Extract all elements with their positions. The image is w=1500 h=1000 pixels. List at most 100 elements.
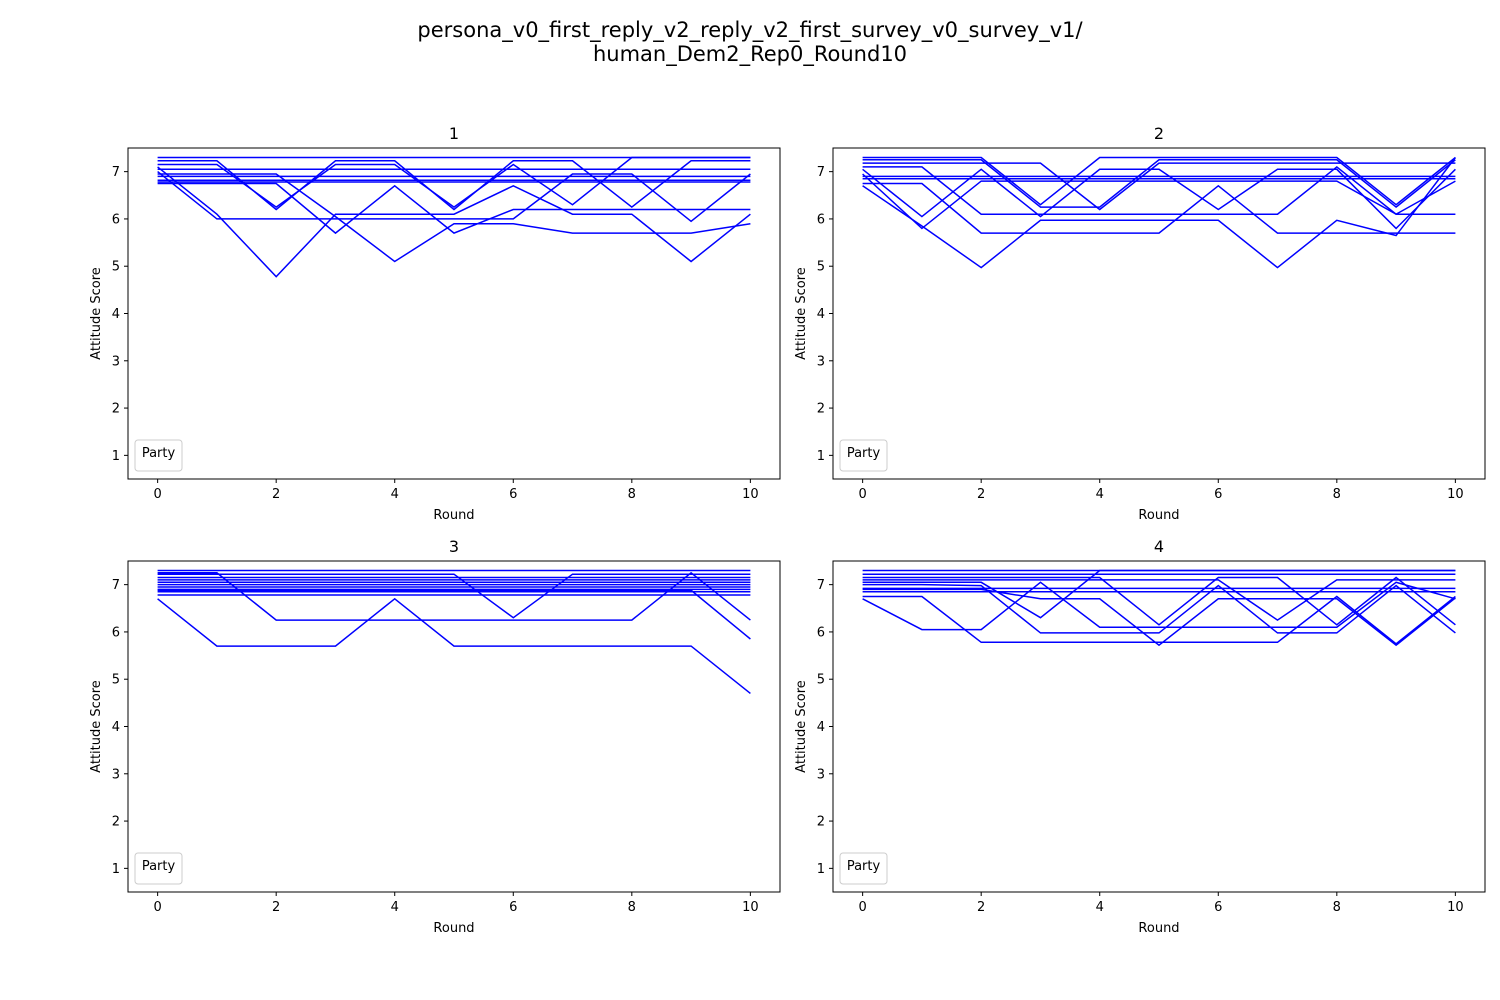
series-line — [157, 597, 751, 694]
x-tick-label: 0 — [858, 900, 866, 915]
subplot-title: 3 — [449, 537, 459, 556]
series-line — [862, 159, 1456, 209]
y-tick-label: 2 — [817, 402, 825, 417]
series-line — [862, 569, 1456, 619]
y-tick-label: 4 — [112, 720, 120, 735]
x-tick-label: 10 — [1447, 487, 1464, 502]
figure-title-line-1: persona_v0_first_reply_v2_reply_v2_first… — [417, 18, 1083, 42]
series-line — [862, 165, 1456, 215]
x-tick-label: 4 — [391, 900, 399, 915]
x-tick-label: 10 — [1447, 900, 1464, 915]
y-axis-label: Attitude Score — [89, 267, 104, 360]
y-tick-label: 2 — [817, 815, 825, 830]
series-line — [862, 581, 1456, 631]
x-tick-label: 10 — [742, 900, 759, 915]
y-tick-label: 7 — [112, 165, 120, 180]
x-tick-label: 6 — [509, 900, 517, 915]
series-line — [862, 583, 1456, 634]
legend-box — [839, 439, 888, 472]
x-tick-label: 8 — [1333, 900, 1341, 915]
x-tick-label: 4 — [391, 487, 399, 502]
y-tick-label: 4 — [112, 307, 120, 322]
series-line — [862, 579, 1456, 622]
y-tick-label: 6 — [112, 625, 120, 640]
x-tick-label: 0 — [153, 900, 161, 915]
axes-frame — [832, 560, 1486, 893]
legend-title: Party — [142, 859, 176, 874]
x-tick-label: 8 — [1333, 487, 1341, 502]
x-tick-label: 6 — [1214, 900, 1222, 915]
series-line — [862, 182, 1456, 234]
series-line — [157, 173, 751, 263]
y-tick-label: 3 — [112, 354, 120, 369]
subplot-title: 4 — [1154, 537, 1164, 556]
x-axis-label: Round — [1138, 508, 1179, 523]
y-tick-label: 3 — [817, 767, 825, 782]
x-tick-label: 2 — [977, 900, 985, 915]
legend-title: Party — [142, 446, 176, 461]
y-tick-label: 5 — [112, 673, 120, 688]
series-line — [862, 162, 1456, 211]
x-tick-label: 2 — [977, 487, 985, 502]
y-tick-label: 2 — [112, 402, 120, 417]
y-tick-label: 3 — [112, 767, 120, 782]
x-axis-label: Round — [1138, 921, 1179, 936]
y-axis-label: Attitude Score — [794, 267, 809, 360]
y-tick-label: 7 — [817, 165, 825, 180]
y-tick-label: 6 — [817, 625, 825, 640]
series-line — [862, 156, 1456, 206]
subplot-title: 1 — [449, 124, 459, 143]
axes-frame — [127, 560, 781, 893]
legend-box — [839, 852, 888, 885]
y-tick-label: 1 — [112, 449, 120, 464]
x-tick-label: 10 — [742, 487, 759, 502]
y-tick-label: 1 — [817, 862, 825, 877]
legend-box — [134, 852, 183, 885]
y-axis-label: Attitude Score — [794, 680, 809, 773]
x-tick-label: 8 — [628, 487, 636, 502]
series-line — [157, 573, 751, 619]
x-tick-label: 8 — [628, 900, 636, 915]
series-line — [862, 173, 1456, 230]
figure-title-line-2: human_Dem2_Rep0_Round10 — [592, 42, 908, 66]
x-tick-label: 0 — [153, 487, 161, 502]
legend-box — [134, 439, 183, 472]
x-tick-label: 6 — [509, 487, 517, 502]
y-tick-label: 5 — [817, 260, 825, 275]
series-line — [862, 576, 1456, 626]
x-axis-label: Round — [433, 508, 474, 523]
y-tick-label: 5 — [112, 260, 120, 275]
series-line — [862, 168, 1456, 230]
series-line — [862, 588, 1456, 647]
series-line — [862, 595, 1456, 645]
y-tick-label: 4 — [817, 720, 825, 735]
y-axis-label: Attitude Score — [89, 680, 104, 773]
y-tick-label: 3 — [817, 354, 825, 369]
y-tick-label: 1 — [112, 862, 120, 877]
series-line — [157, 166, 751, 278]
subplot-title: 2 — [1154, 124, 1164, 143]
series-line — [157, 182, 751, 235]
series-line — [157, 156, 751, 209]
x-tick-label: 4 — [1096, 900, 1104, 915]
x-tick-label: 2 — [272, 900, 280, 915]
axes-frame — [127, 147, 781, 480]
legend-title: Party — [847, 446, 881, 461]
y-tick-label: 4 — [817, 307, 825, 322]
y-tick-label: 6 — [112, 212, 120, 227]
x-tick-label: 6 — [1214, 487, 1222, 502]
x-tick-label: 4 — [1096, 487, 1104, 502]
series-line — [157, 171, 751, 223]
series-line — [157, 571, 751, 621]
series-line — [157, 589, 751, 640]
legend-title: Party — [847, 859, 881, 874]
series-line — [862, 157, 1456, 269]
x-tick-label: 0 — [858, 487, 866, 502]
x-tick-label: 2 — [272, 487, 280, 502]
y-tick-label: 7 — [817, 578, 825, 593]
y-tick-label: 2 — [112, 815, 120, 830]
